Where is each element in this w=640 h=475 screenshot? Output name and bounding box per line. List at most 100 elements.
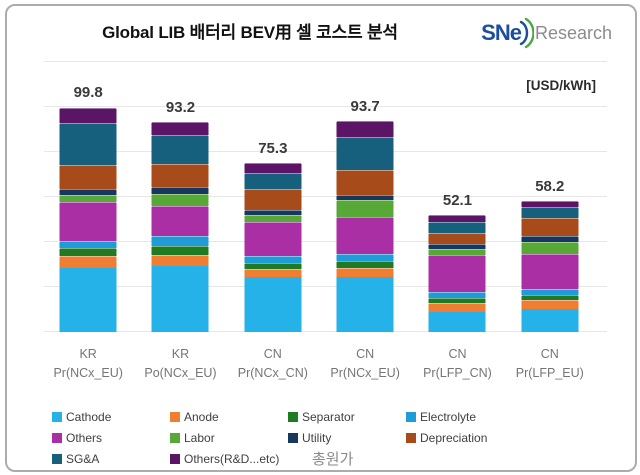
x-label-scenario: Pr(NCx_EU)	[330, 366, 400, 380]
segment-electrolyte	[336, 254, 394, 261]
segment-cathode	[336, 277, 394, 332]
segment-others-r-d-etc-	[521, 201, 579, 208]
segment-anode	[428, 302, 486, 312]
segment-separator	[336, 260, 394, 269]
x-label-scenario: Pr(LFP_CN)	[423, 366, 492, 380]
segment-labor	[59, 194, 117, 202]
segment-depreciation	[336, 169, 394, 195]
legend-label: Cathode	[66, 409, 112, 424]
bar-total-label: 58.2	[535, 178, 565, 196]
segment-labor	[521, 241, 579, 254]
segment-sg-a	[59, 122, 117, 166]
segment-others	[151, 205, 209, 237]
bar-total-label: 93.2	[165, 99, 196, 117]
bar-group-CN-Pr(LFP_CN): 52.1	[411, 62, 503, 332]
segment-others-r-d-etc-	[244, 162, 302, 173]
segment-electrolyte	[151, 236, 209, 247]
bar-stack	[336, 121, 394, 332]
segment-separator	[244, 262, 302, 270]
bar-stack	[428, 214, 486, 332]
segment-labor	[336, 200, 394, 217]
segment-cathode	[244, 276, 302, 332]
gridline-60	[44, 196, 607, 197]
legend-swatch-icon	[52, 411, 62, 422]
x-axis-label: CN Pr(LFP_CN)	[411, 345, 503, 383]
chart-title: Global LIB 배터리 BEV用 셀 코스트 분석	[102, 23, 398, 42]
x-label-country: KR	[79, 347, 97, 361]
segment-anode	[244, 269, 302, 277]
legend-swatch-icon	[52, 432, 62, 443]
segment-others-r-d-etc-	[151, 122, 209, 135]
segment-others	[244, 221, 302, 256]
segment-depreciation	[59, 165, 117, 190]
x-axis-labels: KR Pr(NCx_EU) KR Po(NCx_EU) CN Pr(NCx_CN) CN Pr…	[42, 345, 596, 383]
legend-swatch-icon	[170, 411, 180, 422]
segment-electrolyte	[59, 240, 117, 249]
segment-sg-a	[428, 222, 486, 234]
legend-label: Depreciation	[420, 430, 488, 445]
sne-research-logo: SNe Research	[481, 17, 612, 49]
x-axis-label: CN Pr(LFP_EU)	[504, 345, 596, 383]
segment-cathode	[59, 267, 117, 332]
plot-gridlines	[44, 61, 607, 332]
x-label-scenario: Pr(NCx_EU)	[53, 366, 123, 380]
segment-anode	[151, 254, 209, 267]
segment-cathode	[521, 308, 579, 332]
chart-legend: Cathode Anode Separator Electrolyte Others La…	[52, 406, 524, 469]
segment-others	[59, 201, 117, 241]
bar-stack	[151, 122, 209, 332]
segment-labor	[244, 214, 302, 222]
bar-group-KR-Po(NCx_EU): 93.2	[134, 62, 226, 332]
legend-item-separator: Separator	[288, 410, 406, 424]
bar-total-label: 99.8	[73, 84, 103, 102]
bar-stack	[521, 201, 579, 332]
legend-swatch-icon	[406, 432, 416, 443]
bar-group-CN-Pr(NCx_EU): 93.7	[319, 62, 411, 332]
gridline-80	[44, 151, 607, 152]
logo-research-text: Research	[534, 22, 612, 43]
x-label-scenario: Pr(NCx_CN)	[237, 366, 308, 380]
segment-sg-a	[244, 172, 302, 190]
legend-item-labor: Labor	[170, 431, 288, 445]
legend-label: Labor	[184, 430, 215, 445]
legend-item-sg-a: SG&A	[52, 452, 170, 466]
x-axis-label: CN Pr(NCx_EU)	[319, 345, 411, 383]
segment-sg-a	[151, 134, 209, 165]
bar-group-CN-Pr(NCx_CN): 75.3	[227, 62, 319, 332]
legend-item-cathode: Cathode	[52, 410, 170, 424]
segment-separator	[151, 246, 209, 255]
legend-item-utility: Utility	[288, 431, 406, 445]
legend-swatch-icon	[52, 453, 62, 464]
segment-sg-a	[336, 137, 394, 170]
segment-cathode	[428, 311, 486, 332]
segment-utility	[428, 244, 486, 249]
x-axis-label: CN Pr(NCx_CN)	[227, 345, 319, 383]
legend-label: Others(R&D...etc)	[184, 451, 280, 466]
x-label-scenario: Po(NCx_EU)	[144, 366, 217, 380]
legend-swatch-icon	[288, 411, 298, 422]
segment-anode	[336, 268, 394, 278]
bar-stack	[244, 162, 302, 332]
legend-label: Separator	[302, 409, 355, 424]
gridline-100	[44, 106, 607, 107]
legend-swatch-icon	[170, 432, 180, 443]
segment-separator	[428, 298, 486, 303]
gridline-120	[44, 61, 607, 62]
legend-swatch-icon	[170, 453, 180, 464]
legend-item-electrolyte: Electrolyte	[406, 410, 524, 424]
unit-label: [USD/kWh]	[526, 78, 596, 93]
legend-label: Others	[66, 430, 103, 445]
x-label-country: CN	[540, 347, 559, 361]
segment-utility	[336, 194, 394, 201]
segment-anode	[59, 256, 117, 268]
segment-depreciation	[244, 189, 302, 210]
segment-sg-a	[521, 207, 579, 218]
bar-total-label: 52.1	[442, 191, 473, 209]
legend-swatch-icon	[406, 411, 416, 422]
bar-group-KR-Pr(NCx_EU): 99.8	[42, 62, 134, 332]
gridline-40	[44, 241, 607, 242]
bar-group-CN-Pr(LFP_EU): 58.2	[504, 62, 596, 332]
legend-item-anode: Anode	[170, 410, 288, 424]
segment-electrolyte	[244, 255, 302, 263]
segment-labor	[428, 248, 486, 256]
